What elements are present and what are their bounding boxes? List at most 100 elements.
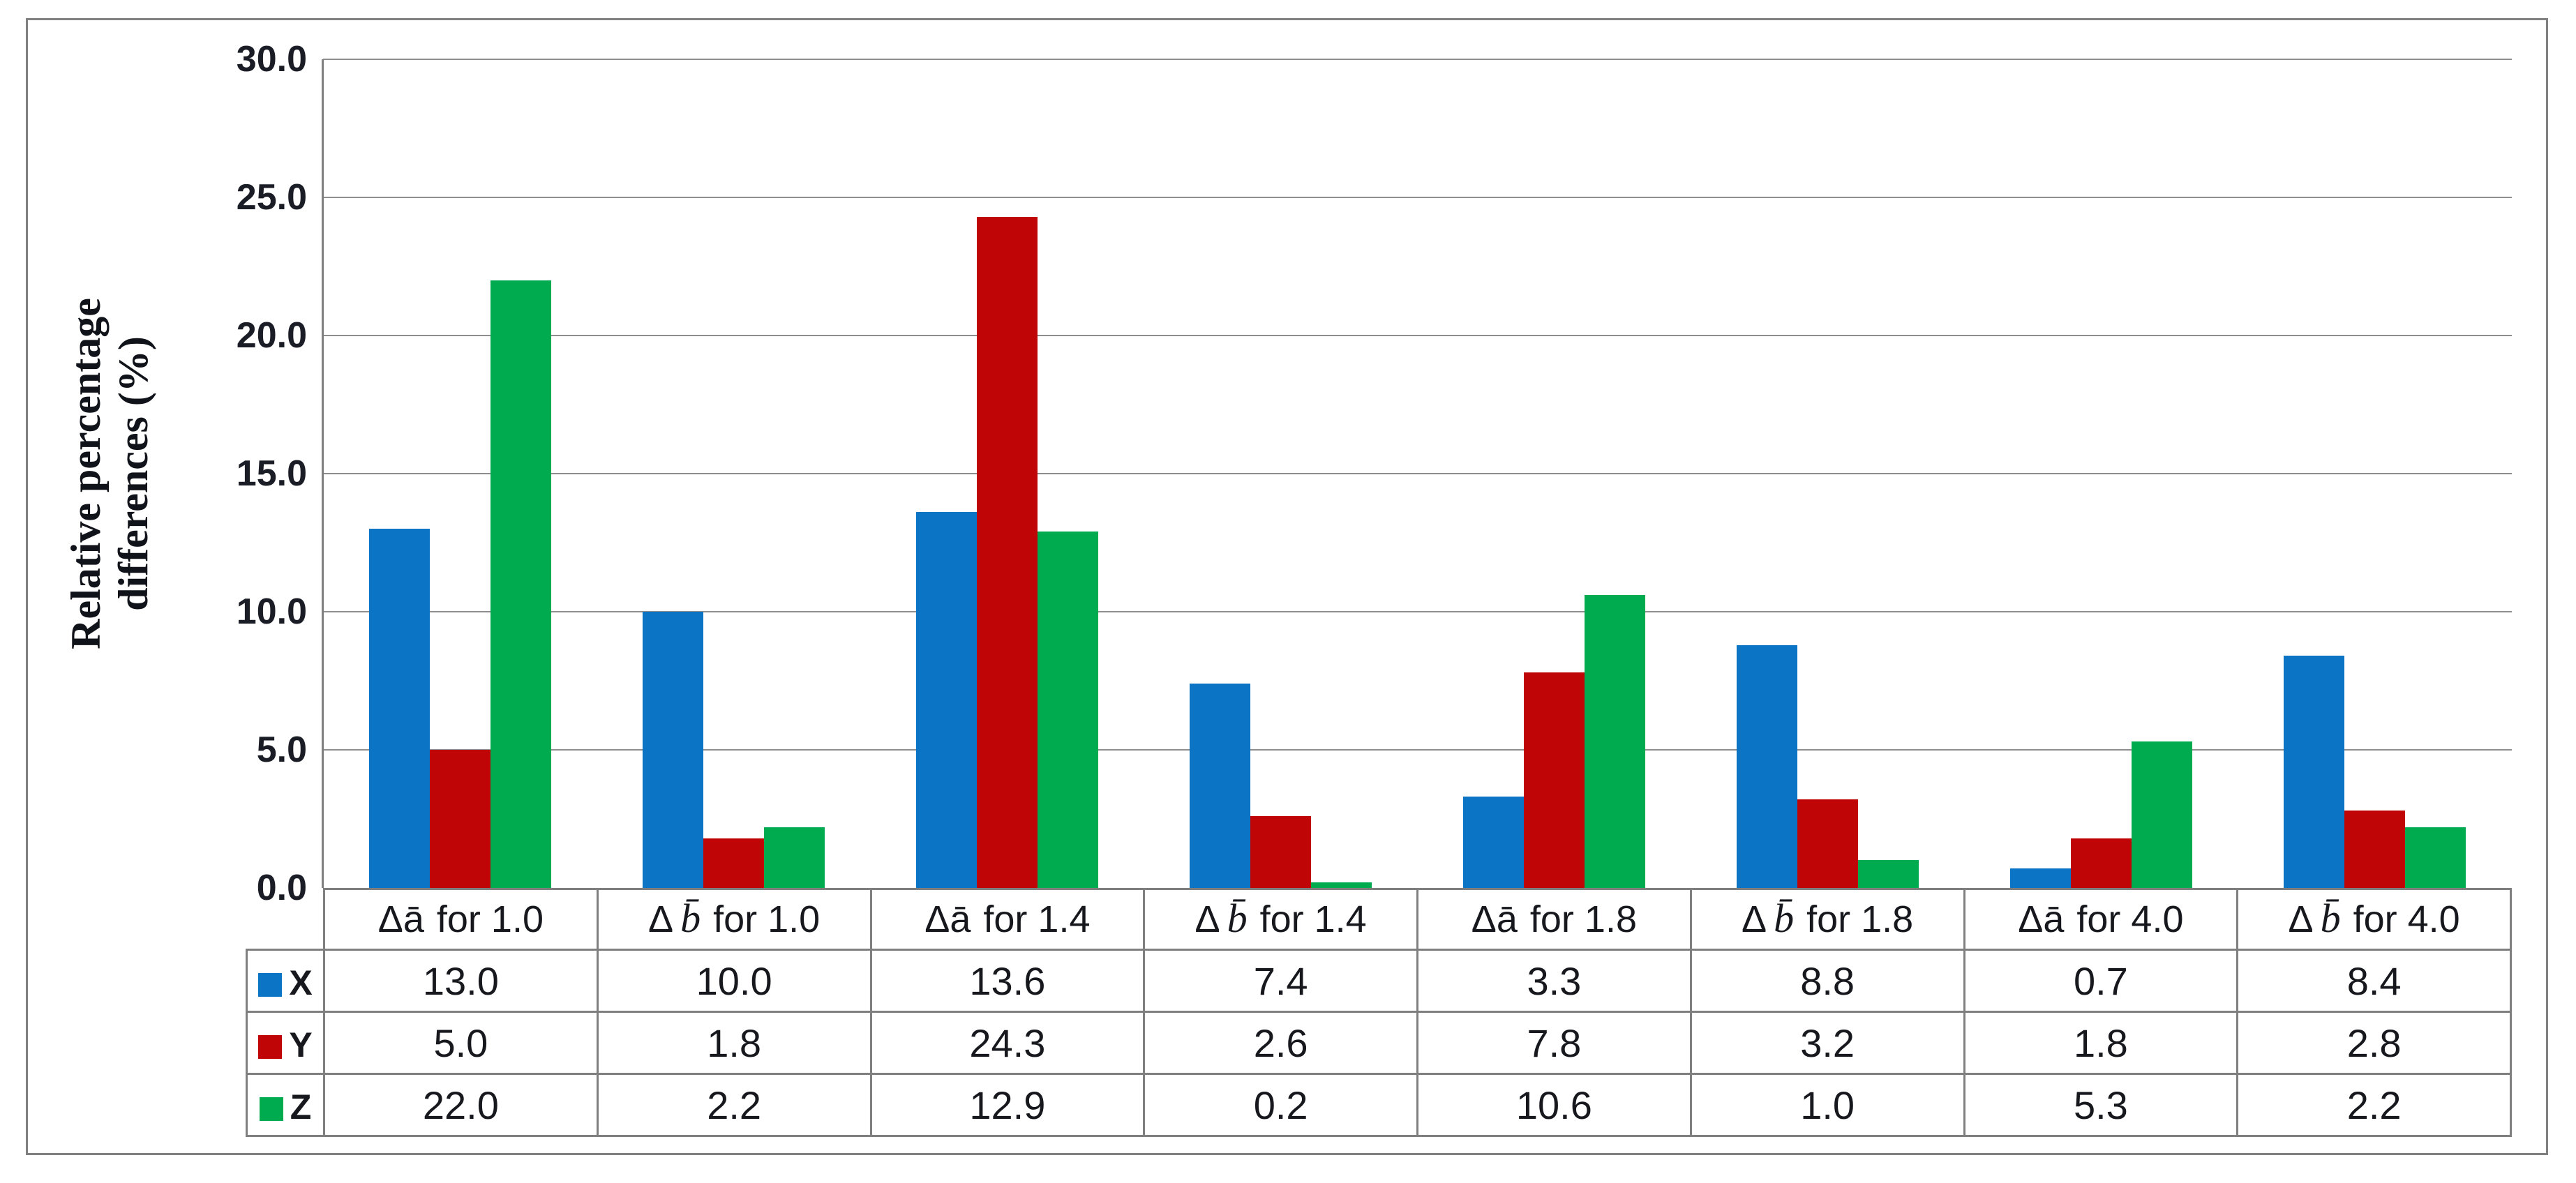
bar-y-3	[976, 216, 1038, 888]
table-row-y: Y 5.0 1.8 24.3 2.6 7.8 3.2 1.8 2.8	[246, 1011, 2512, 1075]
bar-x-7	[2010, 868, 2072, 888]
table-row-x: X 13.0 10.0 13.6 7.4 3.3 8.8 0.7 8.4	[246, 949, 2512, 1013]
delta-symbol: Δ	[2288, 898, 2314, 940]
legend-item-x: X	[246, 949, 325, 1013]
bar-group-3	[870, 59, 1144, 888]
bar-y-5	[1524, 672, 1585, 888]
table-cell: 1.0	[1689, 1073, 1965, 1137]
series-name: X	[289, 963, 313, 1002]
variable-symbol: ā	[2043, 898, 2065, 940]
variable-symbol: ā	[403, 898, 424, 940]
table-cell: 8.8	[1689, 949, 1965, 1013]
delta-symbol: Δ	[377, 898, 403, 940]
delta-symbol: Δ	[1195, 898, 1220, 940]
variable-symbol: ā	[950, 898, 971, 940]
plot-area	[322, 59, 2512, 888]
delta-symbol: Δ	[1471, 898, 1497, 940]
table-cell: 0.2	[1143, 1073, 1418, 1137]
y-tick-label-20.0: 20.0	[236, 315, 307, 356]
y-tick-label-10.0: 10.0	[236, 592, 307, 632]
bar-x-5	[1463, 797, 1525, 888]
bar-group-7	[1965, 59, 2238, 888]
table-cell: 3.3	[1416, 949, 1692, 1013]
bar-z-1	[490, 280, 551, 888]
bar-z-6	[1858, 860, 1919, 888]
bar-z-5	[1585, 595, 1646, 888]
table-cell: 13.0	[323, 949, 599, 1013]
gridline-25	[323, 197, 2512, 198]
bar-group-1	[323, 59, 597, 888]
gridline-20	[323, 335, 2512, 337]
bar-x-8	[2284, 656, 2345, 888]
bar-x-4	[1189, 683, 1250, 888]
bar-group-6	[1691, 59, 1965, 888]
delta-symbol: Δ	[924, 898, 950, 940]
series-name: Y	[289, 1025, 313, 1064]
table-cell: 2.2	[2236, 1073, 2512, 1137]
bar-x-2	[642, 612, 703, 888]
bar-y-6	[1797, 799, 1859, 888]
y-tick-label-25.0: 25.0	[236, 177, 307, 218]
table-cell: 8.4	[2236, 949, 2512, 1013]
table-cell: 10.0	[596, 949, 872, 1013]
category-suffix: for 1.4	[1259, 898, 1367, 940]
table-cell: 2.8	[2236, 1011, 2512, 1075]
table-cell: 12.9	[869, 1073, 1146, 1137]
bar-x-1	[368, 529, 430, 888]
bar-y-8	[2344, 811, 2406, 888]
category-suffix: for 1.8	[1529, 898, 1637, 940]
y-tick-label-30.0: 30.0	[236, 39, 307, 80]
gridline-30	[323, 59, 2512, 60]
y-tick-label-15.0: 15.0	[236, 453, 307, 494]
table-cell: 1.8	[1963, 1011, 2239, 1075]
category-label: Δā for 1.8	[1416, 888, 1692, 951]
delta-symbol: Δ	[2018, 898, 2044, 940]
category-label: Δā for 1.0	[323, 888, 599, 951]
bar-z-4	[1310, 882, 1372, 888]
variable-symbol: ā	[1496, 898, 1518, 940]
bar-series-container	[323, 59, 2512, 888]
bar-z-2	[763, 827, 825, 888]
category-suffix: for 1.8	[1806, 898, 1914, 940]
category-suffix: for 4.0	[2353, 898, 2460, 940]
table-cell: 1.8	[596, 1011, 872, 1075]
y-tick-label-0.0: 0.0	[256, 868, 307, 908]
table-cell: 24.3	[869, 1011, 1146, 1075]
table-cell: 7.4	[1143, 949, 1418, 1013]
series-name: Z	[290, 1087, 312, 1127]
gridline-10	[323, 611, 2512, 613]
table-cell: 7.8	[1416, 1011, 1692, 1075]
variable-symbol: b̄	[1774, 896, 1795, 941]
variable-symbol: b̄	[1227, 896, 1248, 941]
bar-y-2	[703, 838, 764, 888]
table-cell: 10.6	[1416, 1073, 1692, 1137]
delta-symbol: Δ	[648, 898, 674, 940]
bar-y-7	[2071, 838, 2132, 888]
y-tick-label-5.0: 5.0	[256, 730, 307, 770]
table-cell: 3.2	[1689, 1011, 1965, 1075]
table-cell: 22.0	[323, 1073, 599, 1137]
gridline-5	[323, 749, 2512, 751]
legend-swatch-y-icon	[258, 1034, 283, 1059]
bar-y-4	[1250, 816, 1311, 888]
legend-item-y: Y	[246, 1011, 325, 1075]
bar-group-5	[1418, 59, 1691, 888]
variable-symbol: b̄	[2320, 896, 2341, 941]
bar-group-8	[2238, 59, 2512, 888]
bar-z-3	[1037, 532, 1098, 888]
variable-symbol: b̄	[680, 896, 701, 941]
table-cell: 2.2	[596, 1073, 872, 1137]
table-cell: 5.0	[323, 1011, 599, 1075]
category-suffix: for 1.0	[713, 898, 821, 940]
bar-x-6	[1737, 645, 1798, 888]
table-row-z: Z 22.0 2.2 12.9 0.2 10.6 1.0 5.3 2.2	[246, 1073, 2512, 1137]
legend-item-z: Z	[246, 1073, 325, 1137]
bar-group-4	[1144, 59, 1417, 888]
